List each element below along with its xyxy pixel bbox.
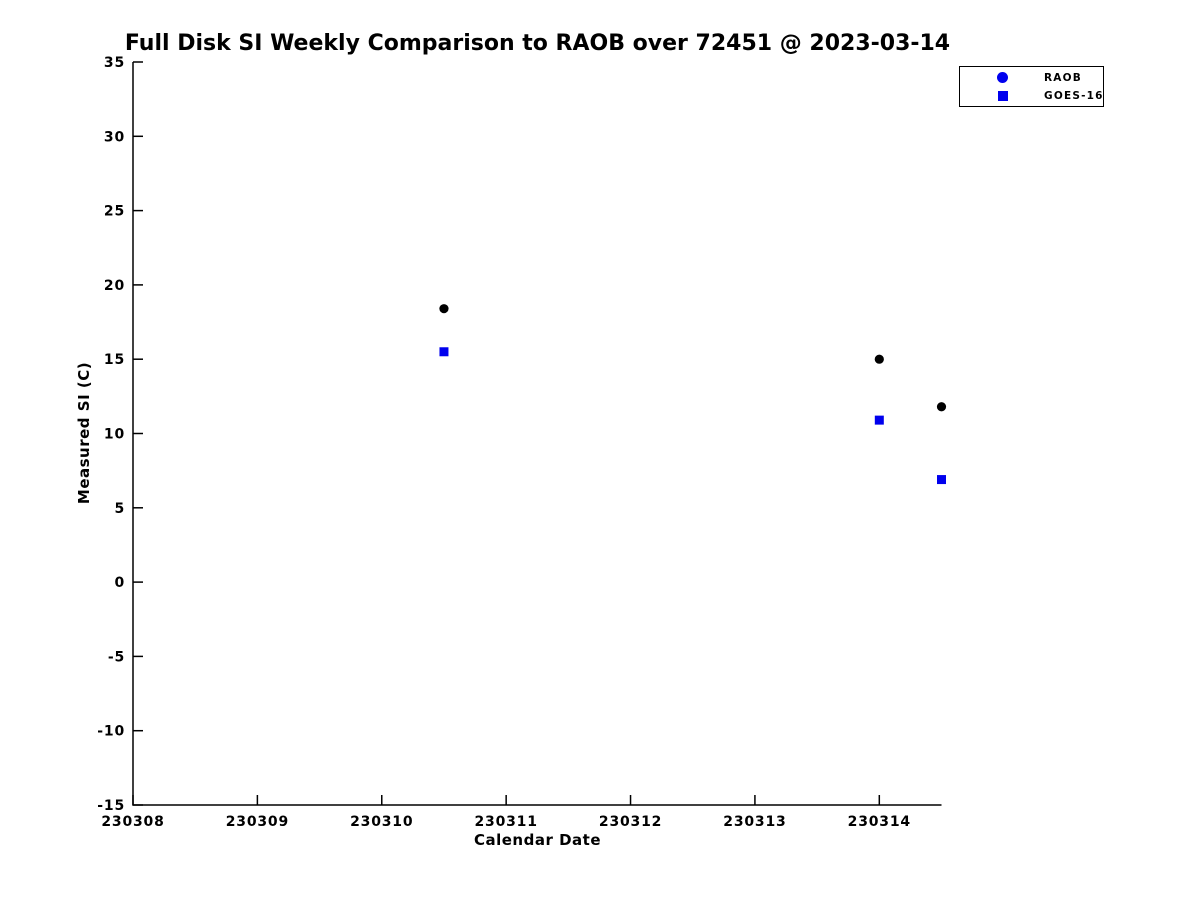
y-tick-label: 30: [104, 129, 125, 145]
data-point-raob: [936, 402, 947, 412]
legend-label-goes-16: GOES-16: [1044, 89, 1104, 102]
y-tick-label: -5: [108, 649, 125, 665]
y-tick-label: 20: [104, 278, 125, 294]
data-point-raob: [439, 304, 449, 314]
x-tick-label: 230308: [101, 814, 164, 830]
x-tick-label: 230311: [475, 814, 538, 830]
data-point-goes-16: [439, 347, 449, 357]
goes-16-square-marker-icon: [998, 90, 1008, 101]
y-tick-label: 0: [114, 575, 125, 591]
y-tick-label: 35: [104, 55, 125, 71]
x-tick-label: 230312: [599, 814, 662, 830]
legend-item-goes-16: GOES-16: [960, 88, 1103, 103]
y-tick-label: 25: [104, 204, 125, 220]
x-tick-label: 230314: [848, 814, 911, 830]
axis-frame: [132, 62, 942, 806]
y-tick-label: 15: [104, 352, 125, 368]
y-tick-label: 5: [114, 501, 125, 517]
legend-label-raob: RAOB: [1044, 71, 1082, 84]
data-point-goes-16: [937, 475, 946, 485]
raob-circle-marker-icon: [997, 72, 1008, 83]
y-tick-label: -15: [97, 798, 125, 814]
y-tick-label: -10: [97, 724, 125, 740]
x-tick-label: 230309: [226, 814, 289, 830]
x-axis-label: Calendar Date: [473, 831, 602, 849]
y-tick-label: 10: [104, 427, 125, 443]
data-point-raob: [874, 354, 884, 364]
x-tick-label: 230313: [723, 814, 786, 830]
x-tick-label: 230310: [350, 814, 413, 830]
legend-item-raob: RAOB: [960, 70, 1103, 85]
data-point-goes-16: [874, 415, 884, 425]
chart-title: Full Disk SI Weekly Comparison to RAOB o…: [124, 31, 951, 56]
legend: RAOB GOES-16: [959, 66, 1104, 107]
